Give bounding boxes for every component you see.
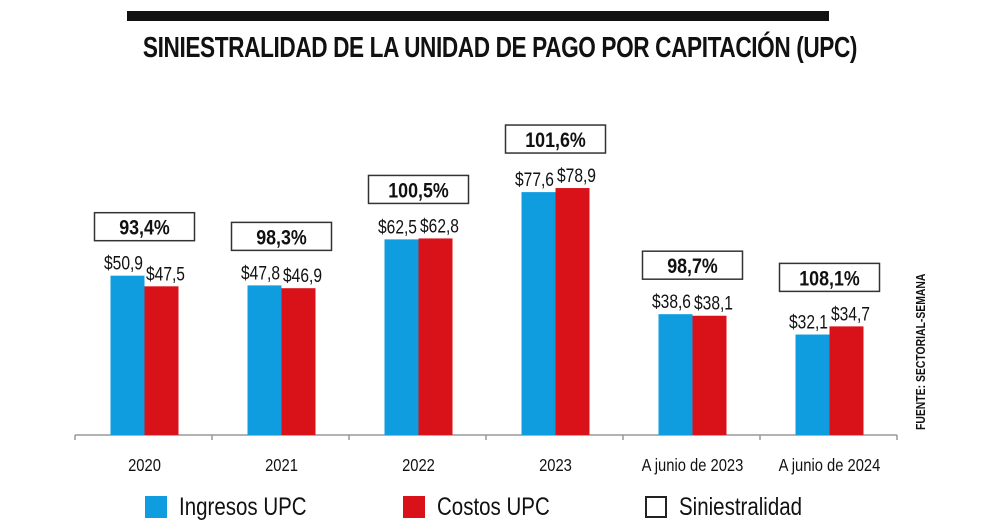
x-tick-label: A junio de 2023 [642, 456, 744, 476]
data-label: $38,6 [652, 291, 691, 313]
data-label: $32,1 [789, 311, 828, 333]
data-label: $50,9 [104, 252, 143, 274]
bar-costos [418, 238, 453, 435]
bar-ingresos [110, 275, 145, 435]
data-label: $62,5 [378, 216, 417, 238]
legend-label: Costos UPC [437, 492, 550, 521]
legend-item-ingresos: Ingresos UPC [145, 492, 335, 522]
bar-costos [144, 286, 179, 435]
source-note: FUENTE: SECTORIAL-SEMANA [913, 273, 928, 430]
bar-ingresos [658, 314, 693, 435]
siniestralidad-box [504, 124, 607, 154]
legend-swatch-costos [403, 496, 425, 518]
siniestralidad-box [778, 262, 881, 293]
siniestralidad-label: 108,1% [799, 267, 859, 291]
bar-ingresos [384, 239, 419, 435]
legend-item-costos: Costos UPC [403, 492, 575, 522]
bar-costos [829, 326, 864, 435]
chart-title: SINIESTRALIDAD DE LA UNIDAD DE PAGO POR … [142, 32, 858, 64]
x-tick-label: 2022 [402, 456, 435, 476]
bar-ingresos [795, 334, 830, 435]
x-tick-label: 2020 [128, 456, 161, 476]
siniestralidad-box [641, 250, 744, 280]
data-label: $38,1 [694, 292, 733, 314]
title-bar-decoration [127, 11, 829, 21]
siniestralidad-box [367, 174, 470, 205]
legend-label: Ingresos UPC [179, 492, 307, 521]
x-tick-label: 2021 [265, 456, 298, 476]
data-label: $47,5 [146, 263, 185, 285]
x-tick-label: A junio de 2024 [779, 456, 881, 476]
bar-costos [692, 315, 727, 435]
siniestralidad-label: 93,4% [119, 216, 170, 240]
bar-costos [555, 188, 590, 435]
data-label: $46,9 [283, 265, 322, 287]
legend-swatch-ingresos [145, 496, 167, 518]
legend-item-siniestralidad: Siniestralidad [645, 492, 829, 522]
bar-ingresos [521, 192, 556, 435]
siniestralidad-label: 100,5% [388, 179, 448, 203]
data-label: $78,9 [557, 165, 596, 187]
siniestralidad-box [230, 221, 333, 252]
siniestralidad-label: 98,3% [256, 226, 307, 250]
siniestralidad-box [93, 211, 196, 242]
bar-costos [281, 288, 316, 435]
data-label: $62,8 [420, 215, 459, 237]
bar-ingresos [247, 285, 282, 435]
data-label: $34,7 [831, 303, 870, 325]
data-label: $77,6 [515, 169, 554, 191]
siniestralidad-label: 101,6% [525, 129, 585, 153]
siniestralidad-label: 98,7% [667, 255, 718, 279]
x-tick-label: 2023 [539, 456, 572, 476]
data-label: $47,8 [241, 262, 280, 284]
legend-label: Siniestralidad [679, 492, 803, 521]
legend-swatch-siniestralidad [645, 496, 667, 518]
